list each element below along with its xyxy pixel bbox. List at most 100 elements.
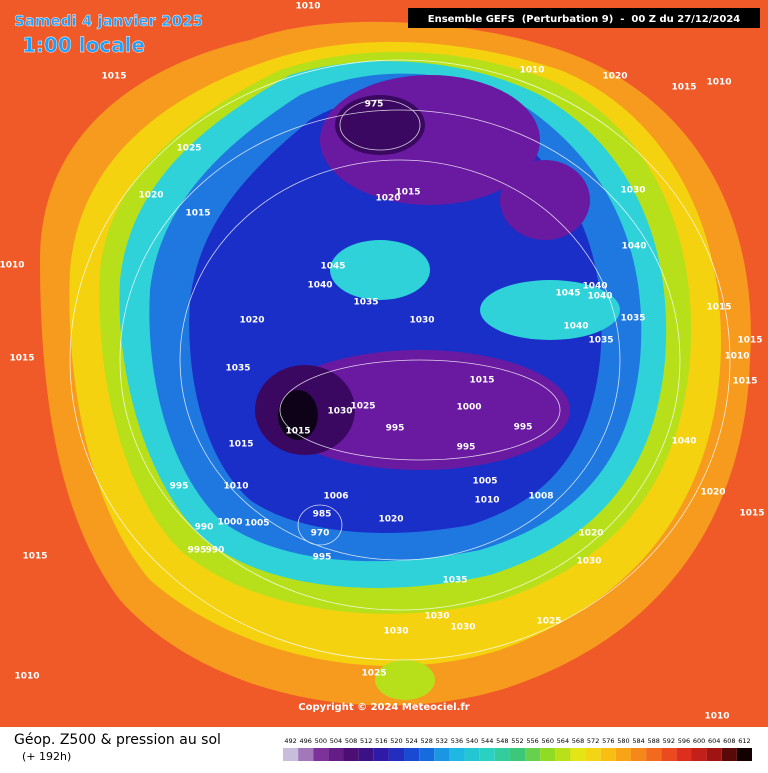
colorbar-swatch [555, 748, 571, 761]
pressure-label: 1015 [228, 440, 253, 450]
pressure-label: 1035 [442, 576, 467, 586]
pressure-label: 1005 [244, 519, 269, 529]
colorbar-label: 544 [481, 737, 493, 745]
pressure-label: 1040 [563, 322, 588, 332]
pressure-label: 1015 [739, 509, 764, 519]
colorbar-swatch [525, 748, 541, 761]
footer-lead: (+ 192h) [22, 750, 71, 763]
colorbar-swatch [615, 748, 631, 761]
pressure-label: 1015 [706, 303, 731, 313]
pressure-label: 1010 [223, 482, 248, 492]
colorbar-swatch [570, 748, 586, 761]
colorbar-swatch [404, 748, 420, 761]
pressure-label: 995 [457, 443, 476, 453]
pressure-label: 995 [188, 546, 207, 556]
pressure-label: 1030 [424, 612, 449, 622]
pressure-label: 1030 [450, 623, 475, 633]
pressure-label: 975 [365, 100, 384, 110]
pressure-label: 990 [206, 546, 225, 556]
colorbar-label: 600 [693, 737, 705, 745]
colorbar-label: 560 [542, 737, 554, 745]
colorbar-swatch [676, 748, 692, 761]
colorbar-label: 552 [511, 737, 523, 745]
pressure-label: 1020 [239, 316, 264, 326]
colorbar-label: 576 [602, 737, 614, 745]
pressure-label: 1035 [353, 298, 378, 308]
pressure-label: 1015 [395, 188, 420, 198]
pressure-label: 1025 [176, 144, 201, 154]
pressure-label: 1015 [737, 336, 762, 346]
pressure-label: 1020 [378, 515, 403, 525]
colorbar-label: 608 [723, 737, 735, 745]
copyright: Copyright © 2024 Meteociel.fr [298, 702, 469, 713]
colorbar-swatch [358, 748, 374, 761]
run-label: Ensemble GEFS (Perturbation 9) - 00 Z du… [428, 14, 741, 25]
pressure-label: 1040 [671, 437, 696, 447]
run-box [408, 8, 760, 28]
pressure-label: 1020 [375, 194, 400, 204]
isobars [69, 59, 731, 661]
colorbar-swatch [419, 748, 435, 761]
colorbar-swatch [600, 748, 616, 761]
pressure-label: 1040 [587, 292, 612, 302]
colorbar-label: 512 [360, 737, 372, 745]
colorbar-swatch [388, 748, 405, 761]
pressure-label: 1010 [724, 352, 749, 362]
colorbar-swatch [509, 748, 526, 761]
colorbar-swatch [373, 748, 389, 761]
colorbar-label: 564 [557, 737, 569, 745]
colorbar: 492 496 500 504 508 512 516 520 524 528 532 536 540 5… [283, 737, 752, 761]
pressure-label: 1025 [361, 669, 386, 679]
date-label: Samedi 4 janvier 2025 [14, 12, 203, 30]
pressure-labels: 1010101510251020101510101015102010401045… [0, 2, 765, 722]
pressure-label: 1035 [620, 314, 645, 324]
colorbar-swatch [736, 748, 752, 761]
colorbar-label: 516 [375, 737, 387, 745]
colorbar-label: 528 [421, 737, 433, 745]
colorbar-swatch [661, 748, 677, 761]
colorbar-swatch [646, 748, 662, 761]
pressure-label: 1030 [620, 186, 645, 196]
pressure-label: 1010 [706, 78, 731, 88]
pressure-label: 1020 [700, 488, 725, 498]
colorbar-label: 500 [315, 737, 327, 745]
colorbar-swatch [540, 748, 556, 761]
pressure-label: 995 [514, 423, 533, 433]
colorbar-label: 532 [436, 737, 448, 745]
pressure-label: 1030 [576, 557, 601, 567]
colorbar-label: 496 [299, 737, 311, 745]
pressure-label: 1015 [285, 427, 310, 437]
pressure-label: 1030 [327, 407, 352, 417]
colorbar-label: 588 [647, 737, 659, 745]
pressure-label: 1010 [704, 712, 729, 722]
colorbar-swatch [283, 748, 299, 761]
colorbar-label: 580 [617, 737, 629, 745]
colorbar-label: 556 [526, 737, 538, 745]
colorbar-swatch [449, 748, 465, 761]
pressure-label: 1006 [323, 492, 348, 502]
pressure-label: 1010 [519, 66, 544, 76]
pressure-label: 1000 [456, 403, 481, 413]
colorbar-label: 508 [345, 737, 357, 745]
colorbar-label: 504 [330, 737, 342, 745]
pressure-label: 1010 [474, 496, 499, 506]
colorbar-label: 568 [572, 737, 584, 745]
time-label: 1:00 locale [22, 33, 145, 57]
colorbar-swatch [494, 748, 510, 761]
colorbar-swatch [721, 748, 737, 761]
pressure-label: 1015 [185, 209, 210, 219]
colorbar-label: 612 [738, 737, 750, 745]
pressure-label: 1025 [350, 402, 375, 412]
colorbar-label: 596 [678, 737, 690, 745]
colorbar-label: 524 [405, 737, 417, 745]
colorbar-swatch [630, 748, 647, 761]
pressure-label: 1010 [295, 2, 320, 12]
colorbar-label: 536 [451, 737, 463, 745]
pressure-label: 1045 [555, 289, 580, 299]
colorbar-swatch [343, 748, 359, 761]
colorbar-swatch [464, 748, 480, 761]
colorbar-label: 604 [708, 737, 720, 745]
colorbar-label: 592 [663, 737, 675, 745]
